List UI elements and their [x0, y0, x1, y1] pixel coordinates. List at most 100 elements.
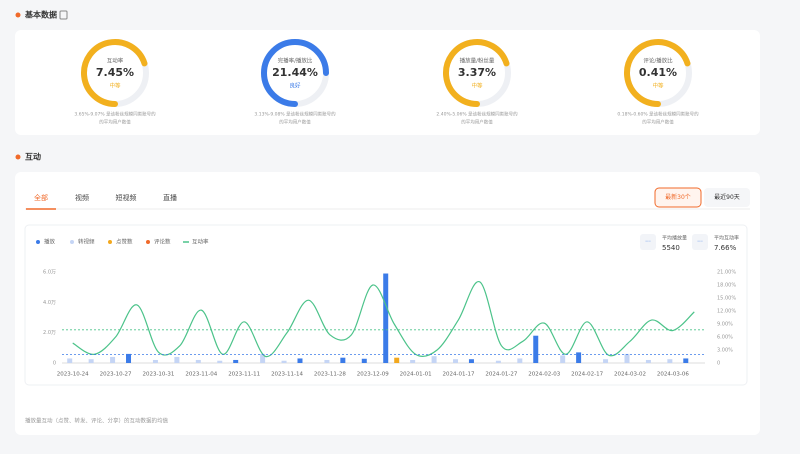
y2-tick-label: 0: [717, 361, 720, 367]
y2-tick-label: 6.00%: [717, 335, 733, 341]
stat-value: 5540: [662, 244, 680, 252]
x-tick-label: 2023-11-28: [314, 372, 346, 378]
copy-icon[interactable]: [59, 10, 68, 20]
gauge-arc: [261, 39, 329, 107]
x-tick-label: 2024-02-03: [528, 372, 560, 378]
x-tick-label: 2024-03-06: [657, 372, 689, 378]
x-tick-label: 2023-10-31: [142, 372, 174, 378]
gauge-arc: [443, 39, 510, 107]
bar: [174, 356, 180, 363]
gauge-note: 的平均用户数值: [642, 119, 674, 126]
y-tick-label: 6.0万: [43, 270, 56, 276]
bar: [361, 358, 367, 363]
gauge-level: 中等: [471, 82, 483, 90]
x-tick-label: 2023-11-11: [228, 372, 260, 378]
bar: [195, 359, 201, 363]
gauge-label: 评论/播放比: [643, 57, 673, 65]
stat-icon: [692, 234, 708, 250]
gauge-level: 良好: [289, 82, 301, 90]
filter-button[interactable]: [704, 188, 750, 207]
bar: [495, 360, 501, 363]
stat-name: 平均互动率: [714, 235, 739, 242]
tab[interactable]: 短视频: [116, 193, 137, 202]
gauge-value: 21.44%: [272, 66, 318, 79]
section-title: 互动: [25, 152, 41, 162]
gauge-level: 中等: [109, 82, 121, 90]
legend-label[interactable]: 播放: [44, 238, 56, 246]
section-title: 基本数据: [24, 10, 57, 20]
y2-tick-label: 18.00%: [717, 283, 736, 289]
filter-button-label[interactable]: 最新30个: [665, 193, 691, 201]
bar: [152, 359, 158, 363]
gauge-arc: [624, 39, 691, 107]
y2-tick-label: 15.00%: [717, 296, 736, 302]
gauge-level: 中等: [652, 82, 664, 90]
legend-swatch: [146, 240, 150, 244]
bar: [394, 357, 400, 363]
bar: [560, 355, 566, 363]
y-tick-label: 4.0万: [43, 300, 56, 306]
gauge-note: 的平均用户数值: [461, 119, 493, 126]
stat-icon: [640, 234, 656, 250]
x-tick-label: 2024-01-27: [485, 372, 517, 378]
gauge-label: 互动率: [107, 57, 124, 65]
bar: [576, 352, 582, 363]
x-tick-label: 2023-11-04: [185, 372, 217, 378]
legend-swatch: [70, 240, 74, 244]
bar: [667, 359, 673, 363]
bar: [431, 356, 437, 363]
bar: [683, 358, 689, 363]
bar: [603, 359, 609, 363]
legend-label[interactable]: 互动率: [192, 238, 209, 246]
stat-icon-dots: ···: [697, 239, 703, 246]
bar: [233, 359, 239, 363]
bar: [260, 353, 266, 363]
stat-value: 7.66%: [714, 244, 737, 252]
section-dot: [15, 154, 21, 160]
gauge-arc: [81, 39, 148, 107]
bar: [67, 358, 73, 363]
filter-button[interactable]: [654, 187, 702, 208]
bar: [217, 360, 223, 363]
gauge-note: 的平均用户数值: [99, 119, 131, 126]
gauge-note: 的平均用户数值: [279, 119, 311, 126]
bar: [340, 357, 346, 363]
bar: [281, 360, 287, 363]
legend-swatch: [36, 240, 40, 244]
bar: [645, 359, 651, 363]
tab[interactable]: 直播: [163, 193, 177, 202]
bar: [324, 359, 330, 363]
y2-tick-label: 12.00%: [717, 309, 736, 315]
legend-label[interactable]: 转视频: [78, 238, 95, 246]
x-tick-label: 2024-03-02: [614, 372, 646, 378]
gauge-note: 0.18%-0.60% 是该粉丝规模同类账号的: [617, 111, 699, 118]
y2-tick-label: 9.00%: [717, 322, 733, 328]
y2-tick-label: 3.00%: [717, 348, 733, 354]
legend-label[interactable]: 点赞数: [116, 238, 133, 246]
gauge-value: 3.37%: [458, 66, 496, 79]
legend-swatch: [108, 240, 112, 244]
x-tick-label: 2024-02-17: [571, 372, 603, 378]
gauge-note: 3.13%-9.08% 是该粉丝规模同类账号的: [254, 111, 336, 118]
bar: [126, 353, 132, 363]
gauge-value: 7.45%: [96, 66, 134, 79]
bar: [453, 359, 459, 363]
x-tick-label: 2024-01-17: [443, 372, 475, 378]
gauge-label: 播放量/粉丝量: [460, 57, 495, 65]
gauge-label: 完播率/播放比: [278, 57, 313, 65]
gauge-value: 0.41%: [639, 66, 677, 79]
tab[interactable]: 全部: [34, 193, 48, 202]
x-tick-label: 2024-01-01: [400, 372, 432, 378]
tab[interactable]: 视频: [75, 193, 89, 202]
x-tick-label: 2023-10-24: [57, 372, 89, 378]
x-tick-label: 2023-11-14: [271, 372, 303, 378]
y-tick-label: 2.0万: [43, 330, 56, 336]
footnote: 播放量互动（点赞、转发、评论、分享）的互动数据的均值: [25, 417, 169, 425]
bar: [88, 359, 94, 363]
filter-button-label[interactable]: 最近90天: [714, 193, 740, 201]
legend-label[interactable]: 评论数: [154, 238, 171, 246]
y2-tick-label: 21.00%: [717, 270, 736, 276]
bar: [624, 353, 630, 363]
stat-icon-dots: ···: [645, 239, 651, 246]
bar: [517, 358, 523, 363]
